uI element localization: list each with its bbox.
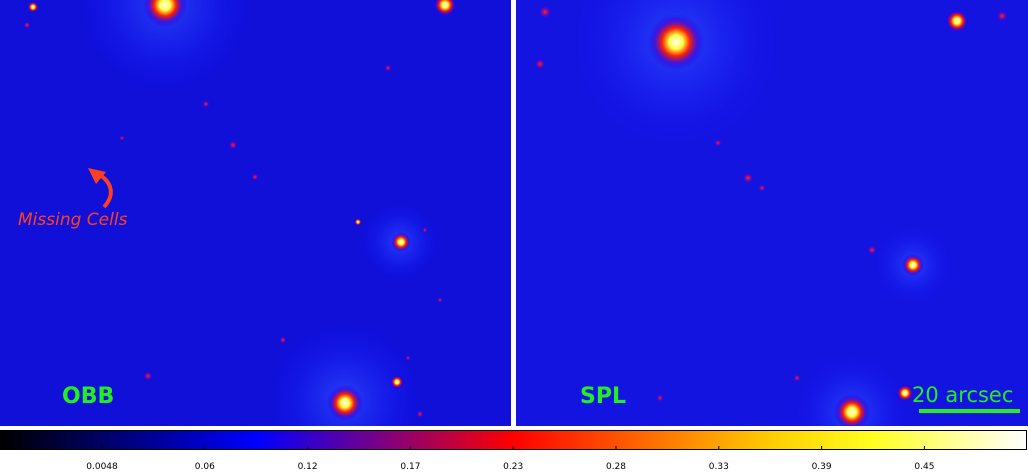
colorbar-tick-label: 0.06 [195, 462, 215, 472]
colorbar-tick-label: 0.0048 [86, 462, 118, 472]
scale-bar-label: 20 arcsec [912, 383, 1013, 407]
colorbar-ticks: 0.0048 0.06 0.12 0.17 0.23 0.28 0.33 0.39 0.45 [86, 446, 934, 472]
annotation-arrow [98, 173, 113, 209]
arrow-head [88, 168, 106, 184]
divider [511, 0, 516, 428]
colorbar-tick-label: 0.12 [298, 462, 318, 472]
annotation: Missing Cells [18, 210, 128, 230]
colorbar-tick-label: 0.17 [400, 462, 420, 472]
colorbar-tick-label: 0.23 [503, 462, 523, 472]
spl-panel [516, 0, 1028, 426]
colorbar-tick-label: 0.39 [812, 462, 832, 472]
obb-panel [0, 0, 511, 426]
colorbar-tick-label: 0.45 [914, 462, 934, 472]
panel-label: OBB [62, 384, 114, 409]
colorbar-tick-label: 0.33 [709, 462, 729, 472]
colorbar-tick-label: 0.28 [606, 462, 626, 472]
panel-label: SPL [580, 384, 626, 409]
